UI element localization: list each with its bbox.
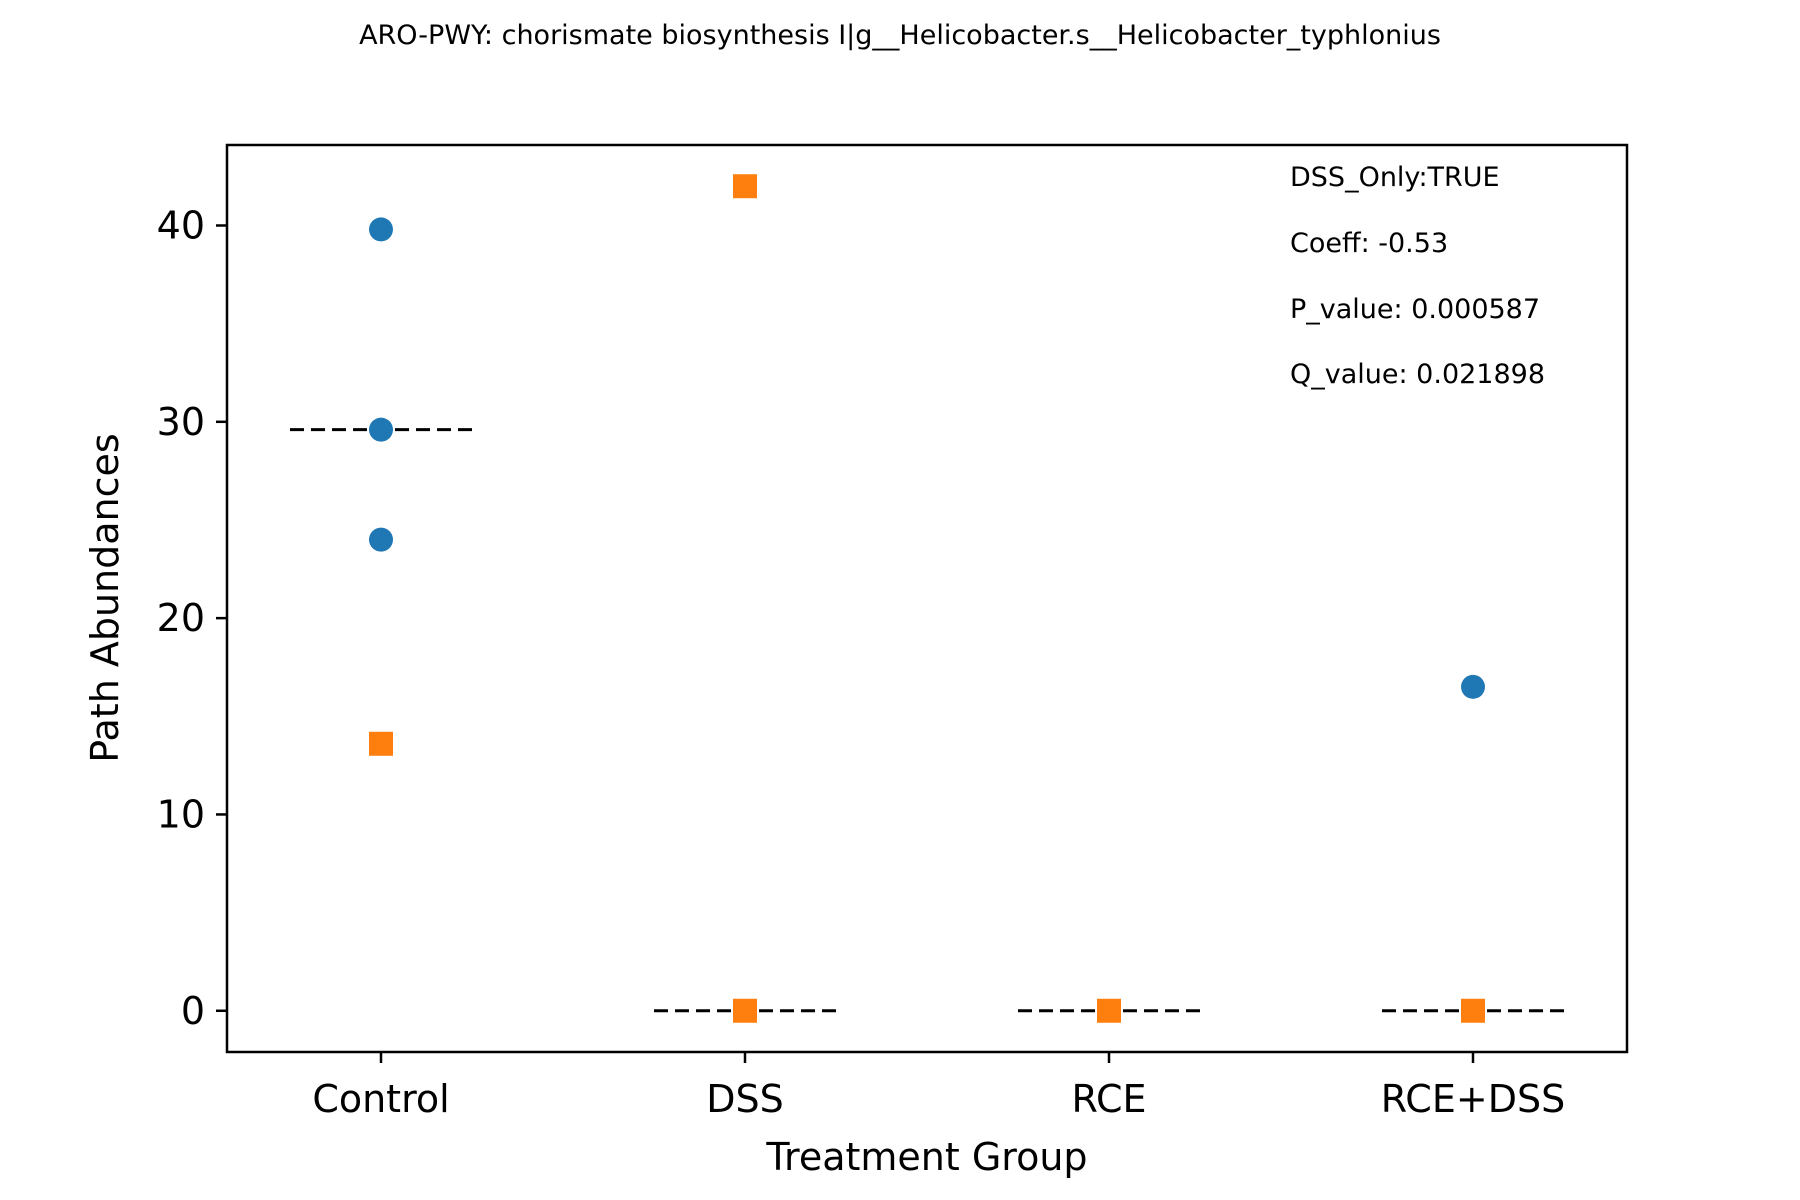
- annotation-p-value: P_value: 0.000587: [1290, 294, 1540, 325]
- annotation-coeff: Coeff: -0.53: [1290, 228, 1448, 259]
- y-tick-label: 30: [157, 400, 205, 444]
- point-square-control: [369, 731, 393, 756]
- chart-title: ARO-PWY: chorismate biosynthesis I|g__He…: [359, 20, 1441, 51]
- point-circle-rce-dss: [1461, 674, 1485, 699]
- point-circle-control: [369, 527, 393, 552]
- x-axis-label: Treatment Group: [765, 1135, 1087, 1179]
- annotation-q-value: Q_value: 0.021898: [1290, 359, 1545, 390]
- plot-area: [290, 174, 1564, 1023]
- point-square-dss: [733, 998, 757, 1023]
- y-tick-label: 20: [157, 596, 205, 640]
- x-tick-label-rce-dss: RCE+DSS: [1381, 1077, 1565, 1121]
- point-square-dss: [733, 174, 757, 199]
- x-tick-label-control: Control: [312, 1077, 449, 1121]
- y-axis-label: Path Abundances: [83, 433, 127, 762]
- x-tick-label-dss: DSS: [706, 1077, 784, 1121]
- y-tick-label: 40: [157, 203, 205, 247]
- point-square-rce: [1097, 998, 1121, 1023]
- y-tick-label: 10: [157, 792, 205, 836]
- annotation-dss-only: DSS_Only:TRUE: [1290, 162, 1500, 193]
- point-circle-control: [369, 217, 393, 242]
- x-tick-label-rce: RCE: [1071, 1077, 1146, 1121]
- y-tick-label: 0: [181, 989, 205, 1033]
- axes: 0 10 20 30 40 Control DSS RCE RCE+DSS: [157, 203, 1566, 1121]
- plot-frame: [225, 143, 1629, 1054]
- point-circle-control: [369, 417, 393, 442]
- point-square-rce-dss: [1461, 998, 1485, 1023]
- stats-annotation: DSS_Only:TRUE Coeff: -0.53 P_value: 0.00…: [1290, 162, 1545, 390]
